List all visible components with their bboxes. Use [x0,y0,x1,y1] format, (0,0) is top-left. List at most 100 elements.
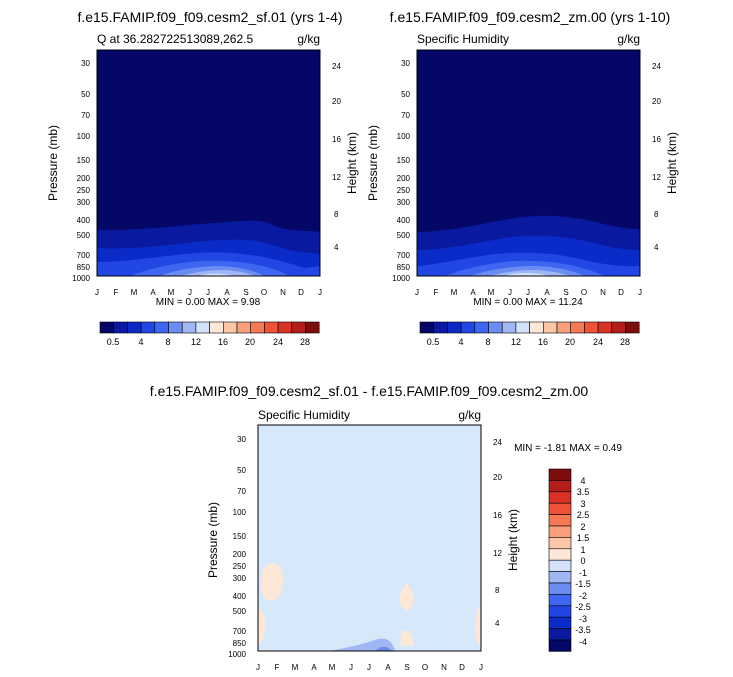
x-tick: D [618,288,624,297]
colorbar-swatch [548,582,572,595]
colorbar-label: 28 [620,337,630,347]
colorbar-label: 12 [511,337,521,347]
panel-1-x-ticks: J F M A M J J A S O N D J [95,288,322,297]
x-tick: O [261,288,267,297]
y-tick: 700 [77,251,91,260]
y-tick: 200 [77,174,91,183]
y-tick: 70 [401,111,410,120]
colorbar-swatch [488,321,503,334]
y-tick: 50 [81,90,90,99]
y-right-tick: 12 [493,549,502,558]
panel-2-band-7 [505,273,550,276]
colorbar-label: -1 [579,568,587,578]
x-tick: A [311,663,317,672]
panel-2-left-label: Specific Humidity [417,32,509,46]
y-right-tick: 24 [493,438,502,447]
panel-3-units: g/kg [458,408,481,422]
y-tick: 500 [233,607,247,616]
panel-3-positive-blob-3 [399,584,414,611]
colorbar-swatch [548,605,572,618]
x-tick: A [470,288,476,297]
panel-3-title: f.e15.FAMIP.f09_f09.cesm2_sf.01 - f.e15.… [150,383,589,399]
colorbar-swatch [548,548,572,561]
x-tick: N [600,288,606,297]
y-tick: 200 [233,550,247,559]
panel-2-y-ticks: 30 50 70 100 150 200 250 300 400 500 700… [392,59,410,283]
x-tick: A [544,288,550,297]
colorbar-swatch [291,321,306,334]
panel-3-positive-blob-4 [400,630,414,646]
colorbar-swatch [223,321,238,334]
panel-2-units: g/kg [617,32,640,46]
x-tick: M [292,663,299,672]
colorbar-1-swatches [99,321,320,334]
panel-2-minmax: MIN = 0.00 MAX = 11.24 [473,297,583,308]
x-tick: J [349,663,353,672]
y-tick: 700 [397,251,411,260]
y-tick: 70 [81,111,90,120]
y-tick: 100 [397,132,411,141]
colorbar-swatch [548,628,572,641]
x-tick: J [256,663,260,672]
colorbar-label: 20 [565,337,575,347]
y-right-tick: 20 [493,473,502,482]
panel-2-y-right-ticks: 24 20 16 12 8 4 [652,62,661,252]
x-tick: D [459,663,465,672]
colorbar-2-labels: 0.5 4 8 12 16 20 24 28 [427,337,630,347]
y-tick: 850 [77,263,91,272]
colorbar-label: 2.5 [577,510,590,520]
colorbar-label: 12 [191,337,201,347]
panel-3-positive-blob-1 [261,563,284,601]
colorbar-label: 28 [300,337,310,347]
colorbar-swatch [548,468,572,481]
colorbar-swatch [140,321,156,334]
y-tick: 300 [397,198,411,207]
y-tick: 1000 [228,650,246,659]
y-tick: 30 [237,435,246,444]
panel-1-units: g/kg [297,32,320,46]
y-tick: 200 [397,174,411,183]
colorbar-label: -3 [579,614,587,624]
x-tick: J [479,663,483,672]
x-tick: J [415,288,419,297]
panel-1-plot [96,49,321,277]
colorbar-label: 20 [245,337,255,347]
panel-2-ylabel-right: Height (km) [665,132,679,194]
y-tick: 500 [77,231,91,240]
panel-1-ylabel: Pressure (mb) [46,125,60,201]
x-tick: A [385,663,391,672]
panel-3-y-ticks: 30 50 70 100 150 200 250 300 400 500 700… [228,435,246,659]
colorbar-swatch [529,321,544,334]
panel-3-minmax: MIN = -1.81 MAX = 0.49 [514,443,622,454]
x-tick: M [451,288,458,297]
y-tick: 100 [233,508,247,517]
colorbar-swatch [548,594,572,607]
colorbar-swatch [474,321,489,334]
colorbar-swatch [447,321,462,334]
colorbar-2: 0.5 4 8 12 16 20 24 28 [419,321,640,347]
panel-3-ylabel-right: Height (km) [506,509,520,571]
panel-3-positive-blob-2 [258,609,265,645]
y-tick: 400 [397,216,411,225]
colorbar-swatch [548,559,572,572]
panel-1-band-7 [198,273,235,276]
colorbar-label: 0.5 [427,337,440,347]
y-tick: 250 [397,186,411,195]
y-tick: 850 [397,263,411,272]
y-right-tick: 16 [652,135,661,144]
y-tick: 100 [77,132,91,141]
y-right-tick: 8 [654,210,659,219]
colorbar-1: 0.5 4 8 12 16 20 24 28 [99,321,320,347]
y-tick: 300 [233,574,247,583]
y-tick: 250 [233,562,247,571]
colorbar-label: -2 [579,591,587,601]
x-tick: J [526,288,530,297]
colorbar-swatch [127,321,142,334]
colorbar-2-swatches [419,321,640,334]
colorbar-label: 8 [485,337,490,347]
y-tick: 150 [77,156,91,165]
y-tick: 500 [397,231,411,240]
colorbar-swatch [611,321,626,334]
y-tick: 850 [233,639,247,648]
